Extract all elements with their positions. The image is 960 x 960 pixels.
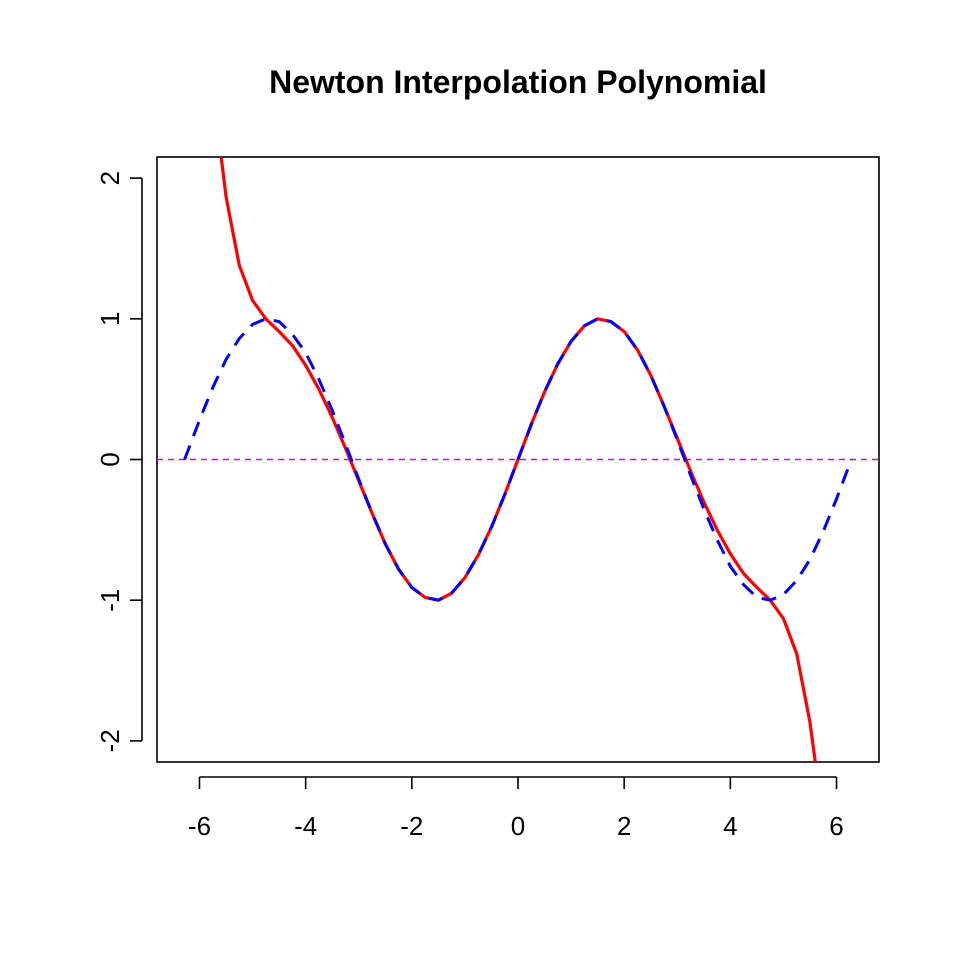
x-tick-label: 6	[829, 811, 843, 841]
y-tick-label: 0	[95, 452, 125, 466]
chart-title: Newton Interpolation Polynomial	[269, 64, 767, 100]
x-axis: -6 -4 -2 0 2 4 6	[188, 776, 844, 841]
plot-area	[157, 157, 879, 762]
x-tick-label: -2	[400, 811, 423, 841]
sin-series-line	[183, 317, 853, 602]
y-axis: -2 -1 0 1 2	[95, 171, 143, 752]
x-tick-label: 0	[511, 811, 525, 841]
x-tick-label: -4	[294, 811, 317, 841]
x-tick-label: 4	[723, 811, 737, 841]
y-tick-label: 1	[95, 312, 125, 326]
y-tick-label: -1	[95, 589, 125, 612]
x-tick-label: -6	[188, 811, 211, 841]
y-tick-label: -2	[95, 729, 125, 752]
x-tick-label: 2	[617, 811, 631, 841]
y-tick-label: 2	[95, 171, 125, 185]
